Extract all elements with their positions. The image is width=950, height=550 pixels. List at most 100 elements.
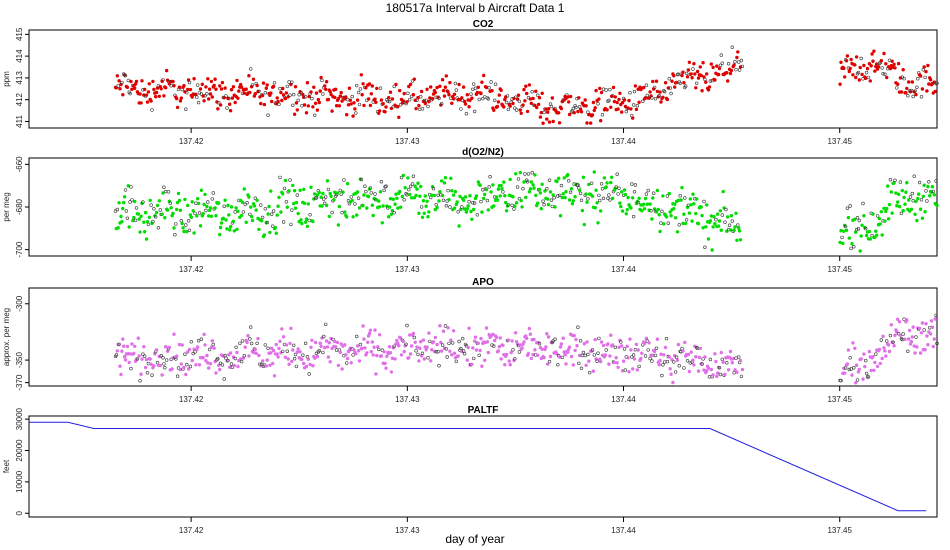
data-point bbox=[684, 71, 689, 76]
data-point bbox=[737, 68, 742, 72]
data-point bbox=[573, 195, 577, 199]
data-point bbox=[368, 103, 373, 108]
data-point bbox=[147, 215, 152, 220]
data-point bbox=[164, 345, 168, 349]
data-point bbox=[641, 85, 646, 90]
data-point bbox=[426, 104, 430, 109]
data-point bbox=[548, 354, 553, 359]
data-point bbox=[854, 363, 859, 367]
data-point bbox=[530, 89, 534, 94]
data-point bbox=[933, 317, 937, 321]
data-point bbox=[842, 75, 847, 79]
data-point bbox=[387, 345, 392, 349]
data-point bbox=[172, 226, 176, 230]
data-point bbox=[440, 349, 444, 353]
data-point bbox=[598, 359, 603, 364]
data-point bbox=[142, 345, 146, 349]
data-point bbox=[587, 370, 592, 375]
data-point bbox=[336, 223, 341, 227]
data-point bbox=[288, 93, 292, 97]
data-point bbox=[185, 229, 189, 234]
data-point bbox=[524, 91, 529, 96]
data-point bbox=[225, 106, 229, 110]
data-point bbox=[878, 361, 882, 366]
data-point bbox=[183, 352, 187, 356]
data-point bbox=[402, 91, 406, 96]
data-point bbox=[671, 380, 675, 385]
data-point bbox=[122, 195, 127, 199]
data-point bbox=[223, 198, 227, 202]
data-point bbox=[208, 92, 213, 96]
data-point bbox=[691, 192, 695, 196]
data-point bbox=[504, 352, 509, 357]
data-point bbox=[384, 366, 388, 370]
data-point bbox=[574, 337, 578, 342]
data-point bbox=[180, 343, 184, 347]
data-point bbox=[551, 193, 555, 197]
data-point bbox=[264, 364, 268, 368]
data-point bbox=[161, 356, 165, 360]
data-point bbox=[246, 334, 250, 338]
data-point bbox=[436, 193, 440, 198]
data-point bbox=[293, 352, 298, 357]
data-point bbox=[586, 197, 590, 201]
data-point bbox=[396, 104, 400, 109]
data-point bbox=[184, 372, 188, 377]
data-point bbox=[503, 363, 507, 367]
data-point bbox=[491, 332, 495, 336]
data-point bbox=[864, 371, 869, 376]
data-point bbox=[720, 357, 724, 361]
data-point bbox=[402, 198, 406, 202]
data-point bbox=[678, 81, 682, 86]
data-point bbox=[250, 218, 255, 223]
data-point bbox=[287, 362, 291, 366]
data-point bbox=[480, 364, 484, 368]
data-point bbox=[200, 82, 205, 87]
data-point bbox=[178, 208, 183, 213]
data-point bbox=[597, 97, 601, 101]
data-point bbox=[230, 365, 235, 369]
data-point bbox=[425, 87, 429, 92]
data-point bbox=[709, 214, 713, 218]
data-point bbox=[281, 220, 286, 224]
data-point bbox=[556, 194, 560, 198]
data-point bbox=[923, 75, 927, 80]
data-point bbox=[171, 356, 175, 360]
data-point bbox=[354, 352, 358, 356]
data-point bbox=[636, 200, 640, 205]
data-point bbox=[446, 90, 450, 94]
data-point bbox=[214, 371, 218, 375]
data-point bbox=[487, 185, 491, 189]
data-point bbox=[283, 178, 288, 183]
data-point bbox=[895, 204, 899, 208]
data-point bbox=[385, 354, 389, 358]
data-point bbox=[866, 75, 871, 80]
data-point bbox=[132, 351, 136, 356]
data-point bbox=[857, 78, 861, 82]
data-point bbox=[152, 87, 156, 92]
data-point bbox=[854, 55, 859, 59]
data-point bbox=[860, 223, 864, 228]
data-point bbox=[307, 372, 311, 376]
data-point bbox=[914, 335, 918, 339]
data-point bbox=[144, 237, 149, 241]
data-point bbox=[381, 204, 385, 208]
data-point bbox=[472, 201, 477, 205]
data-point bbox=[362, 337, 366, 341]
data-point bbox=[422, 211, 426, 216]
data-point bbox=[650, 217, 654, 221]
data-point bbox=[911, 94, 915, 99]
data-point bbox=[720, 213, 724, 217]
data-point bbox=[229, 87, 234, 92]
data-point bbox=[277, 346, 281, 351]
data-point bbox=[345, 215, 349, 219]
data-point bbox=[881, 334, 885, 338]
data-point bbox=[624, 109, 628, 114]
data-point bbox=[622, 347, 627, 351]
data-point bbox=[297, 92, 301, 97]
data-point bbox=[351, 215, 355, 219]
data-point bbox=[227, 96, 231, 101]
data-point bbox=[572, 110, 576, 115]
data-point bbox=[438, 84, 442, 89]
data-point bbox=[533, 103, 537, 108]
